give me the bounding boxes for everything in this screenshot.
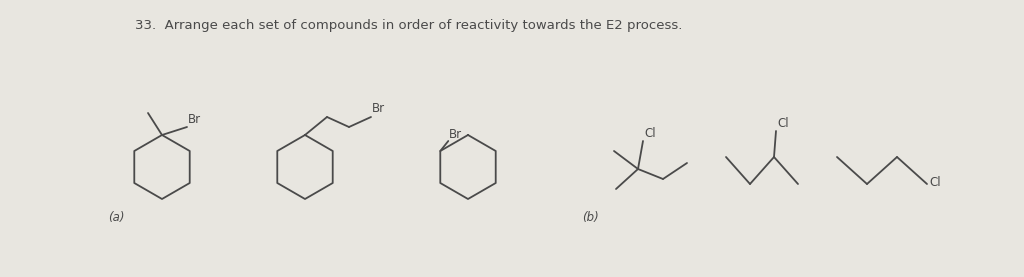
Text: Br: Br bbox=[450, 128, 463, 141]
Text: Cl: Cl bbox=[777, 117, 788, 130]
Text: (b): (b) bbox=[582, 211, 599, 224]
Text: Br: Br bbox=[372, 102, 385, 115]
Text: Cl: Cl bbox=[929, 176, 941, 189]
Text: Cl: Cl bbox=[644, 127, 655, 140]
Text: 33.  Arrange each set of compounds in order of reactivity towards the E2 process: 33. Arrange each set of compounds in ord… bbox=[135, 19, 682, 32]
Text: (a): (a) bbox=[108, 211, 125, 224]
Text: Br: Br bbox=[188, 113, 201, 126]
